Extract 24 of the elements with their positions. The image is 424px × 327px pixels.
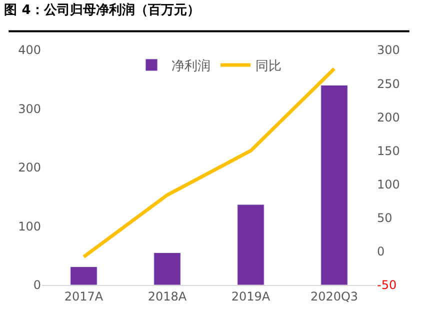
y2-tick-label: 100 (377, 177, 400, 192)
y-tick-label: 100 (18, 219, 41, 234)
bar (237, 204, 264, 285)
x-tick-label: 2019A (231, 289, 271, 304)
y2-tick-label: 0 (377, 244, 385, 259)
y2-tick-label: 150 (377, 144, 400, 158)
y2-tick-label: 50 (377, 211, 392, 226)
legend-label: 净利润 (172, 59, 210, 74)
bar (320, 85, 348, 285)
y2-tick-label: 300 (377, 43, 400, 58)
y-tick-label: 300 (18, 102, 41, 116)
y-tick-label: 400 (18, 43, 41, 58)
y2-tick-label: -50 (377, 278, 397, 292)
y-tick-label: 0 (33, 278, 41, 292)
bar (154, 252, 181, 285)
chart-title: 图 4：公司归母净利润（百万元） (4, 2, 200, 18)
bar (70, 266, 98, 285)
x-tick-label: 2018A (148, 289, 188, 304)
legend-label: 同比 (256, 59, 282, 74)
y2-tick-label: 200 (377, 110, 400, 124)
x-tick-label: 2017A (64, 289, 104, 304)
y-tick-label: 200 (18, 160, 41, 175)
x-tick-label: 2020Q3 (310, 289, 358, 304)
y2-tick-label: 250 (377, 76, 400, 91)
